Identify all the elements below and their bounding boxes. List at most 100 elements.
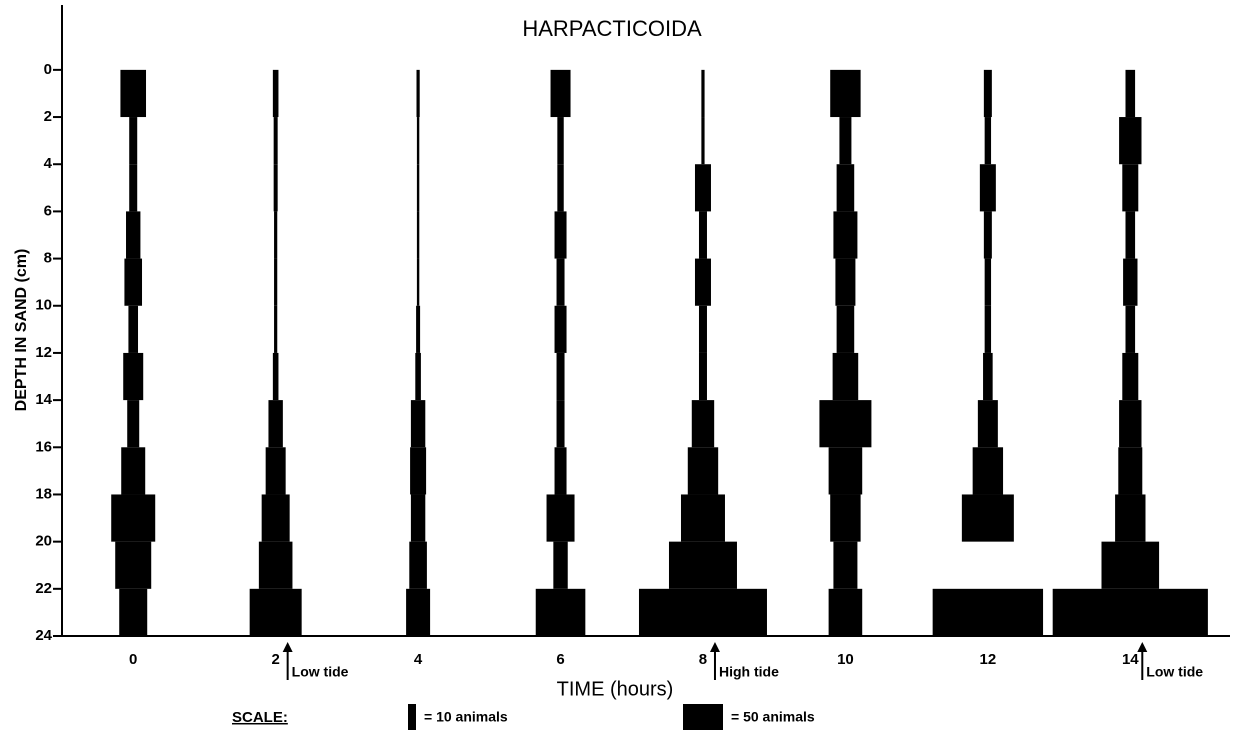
scale-label: = 10 animals xyxy=(424,709,508,725)
kite-segment xyxy=(839,117,852,165)
kite-segment xyxy=(409,541,427,589)
kite-segment xyxy=(126,211,141,259)
kite-segment xyxy=(701,69,705,118)
scale-title: SCALE: xyxy=(232,709,288,726)
x-tick-label: 12 xyxy=(980,651,997,668)
kite-segment xyxy=(828,588,863,636)
kite-segment xyxy=(546,494,575,542)
y-axis-label: DEPTH IN SAND (cm) xyxy=(13,249,30,412)
kite-segment xyxy=(273,164,278,212)
kite-segment xyxy=(668,541,737,589)
kite-segment xyxy=(694,164,711,212)
y-tick-label: 12 xyxy=(35,344,52,361)
y-tick-label: 8 xyxy=(44,250,52,267)
kite-segment xyxy=(121,447,146,495)
kite-segment xyxy=(828,447,863,495)
annotation-arrowhead xyxy=(709,642,720,652)
kite-segment xyxy=(1115,494,1146,542)
kite-segment xyxy=(416,69,420,118)
kite-segment xyxy=(415,352,421,401)
y-tick-label: 24 xyxy=(35,627,52,644)
y-tick-label: 4 xyxy=(44,155,53,172)
kite-segment xyxy=(249,588,302,636)
kite-segment xyxy=(819,400,872,448)
annotation: Low tide xyxy=(292,664,349,680)
kite-segment xyxy=(977,400,998,448)
y-tick-label: 0 xyxy=(44,61,52,78)
kite-segment xyxy=(557,117,564,165)
kite-segment xyxy=(129,164,138,212)
kite-segment xyxy=(274,305,278,353)
kite-segment xyxy=(830,494,861,542)
kite-segment xyxy=(554,211,567,259)
kite-segment xyxy=(691,400,715,448)
kite-segment xyxy=(554,305,567,353)
kite-segment xyxy=(833,211,858,259)
scale-label: = 50 animals xyxy=(731,709,815,725)
kite-segment xyxy=(972,447,1004,495)
kite-segment xyxy=(983,69,992,118)
kite-segment xyxy=(129,117,138,165)
kite-segment xyxy=(128,305,139,353)
kite-segment xyxy=(1101,541,1160,589)
kite-segment xyxy=(694,258,711,306)
kite-segment xyxy=(932,588,1044,636)
kite-segment xyxy=(274,258,278,306)
scale-mark xyxy=(408,704,416,730)
kite-segment xyxy=(1122,352,1139,401)
annotation-arrowhead xyxy=(282,642,293,652)
kite-segment xyxy=(832,352,859,401)
kite-segment xyxy=(410,494,426,542)
kite-segment xyxy=(1125,69,1136,118)
y-tick-label: 18 xyxy=(35,485,52,502)
kite-segment xyxy=(416,211,420,259)
kite-segment xyxy=(680,494,725,542)
kite-segment xyxy=(273,117,278,165)
kite-segment xyxy=(115,541,152,589)
kite-segment xyxy=(416,305,421,353)
kite-segment xyxy=(111,494,156,542)
y-tick-label: 10 xyxy=(35,297,52,314)
annotation-arrowhead xyxy=(1137,642,1148,652)
kite-segment xyxy=(835,258,856,306)
y-tick-label: 2 xyxy=(44,108,52,125)
kite-segment xyxy=(119,588,148,636)
kite-segment xyxy=(984,258,992,306)
kite-segment xyxy=(550,69,571,118)
kite-segment xyxy=(557,164,564,212)
x-tick-label: 8 xyxy=(699,651,707,668)
x-axis-label: TIME (hours) xyxy=(557,678,674,700)
kite-segment xyxy=(120,69,147,118)
kite-segment xyxy=(979,164,996,212)
kite-segment xyxy=(556,400,565,448)
annotation: High tide xyxy=(719,664,779,680)
kite-segment xyxy=(1122,164,1139,212)
kite-segment xyxy=(416,258,420,306)
kite-segment xyxy=(258,541,293,589)
kite-segment xyxy=(556,352,565,401)
x-tick-label: 14 xyxy=(1122,651,1139,668)
kite-segment xyxy=(1125,211,1136,259)
kite-segment xyxy=(406,588,431,636)
kite-segment xyxy=(268,400,283,448)
x-tick-label: 6 xyxy=(556,651,564,668)
x-tick-label: 0 xyxy=(129,651,137,668)
kite-segment xyxy=(833,541,858,589)
kite-segment xyxy=(416,164,420,212)
kite-segment xyxy=(1119,117,1142,165)
kite-segment xyxy=(272,352,279,401)
kite-segment xyxy=(961,494,1014,542)
kite-segment xyxy=(698,305,707,353)
kite-segment xyxy=(983,352,993,401)
kite-segment xyxy=(410,400,426,448)
kite-segment xyxy=(698,211,707,259)
y-tick-label: 16 xyxy=(35,438,52,455)
kite-segment xyxy=(274,211,278,259)
kite-segment xyxy=(836,164,855,212)
kite-segment xyxy=(1118,447,1143,495)
kite-segment xyxy=(698,352,707,401)
kite-segment xyxy=(1119,400,1142,448)
kite-segment xyxy=(830,69,861,118)
kite-segment xyxy=(556,258,565,306)
